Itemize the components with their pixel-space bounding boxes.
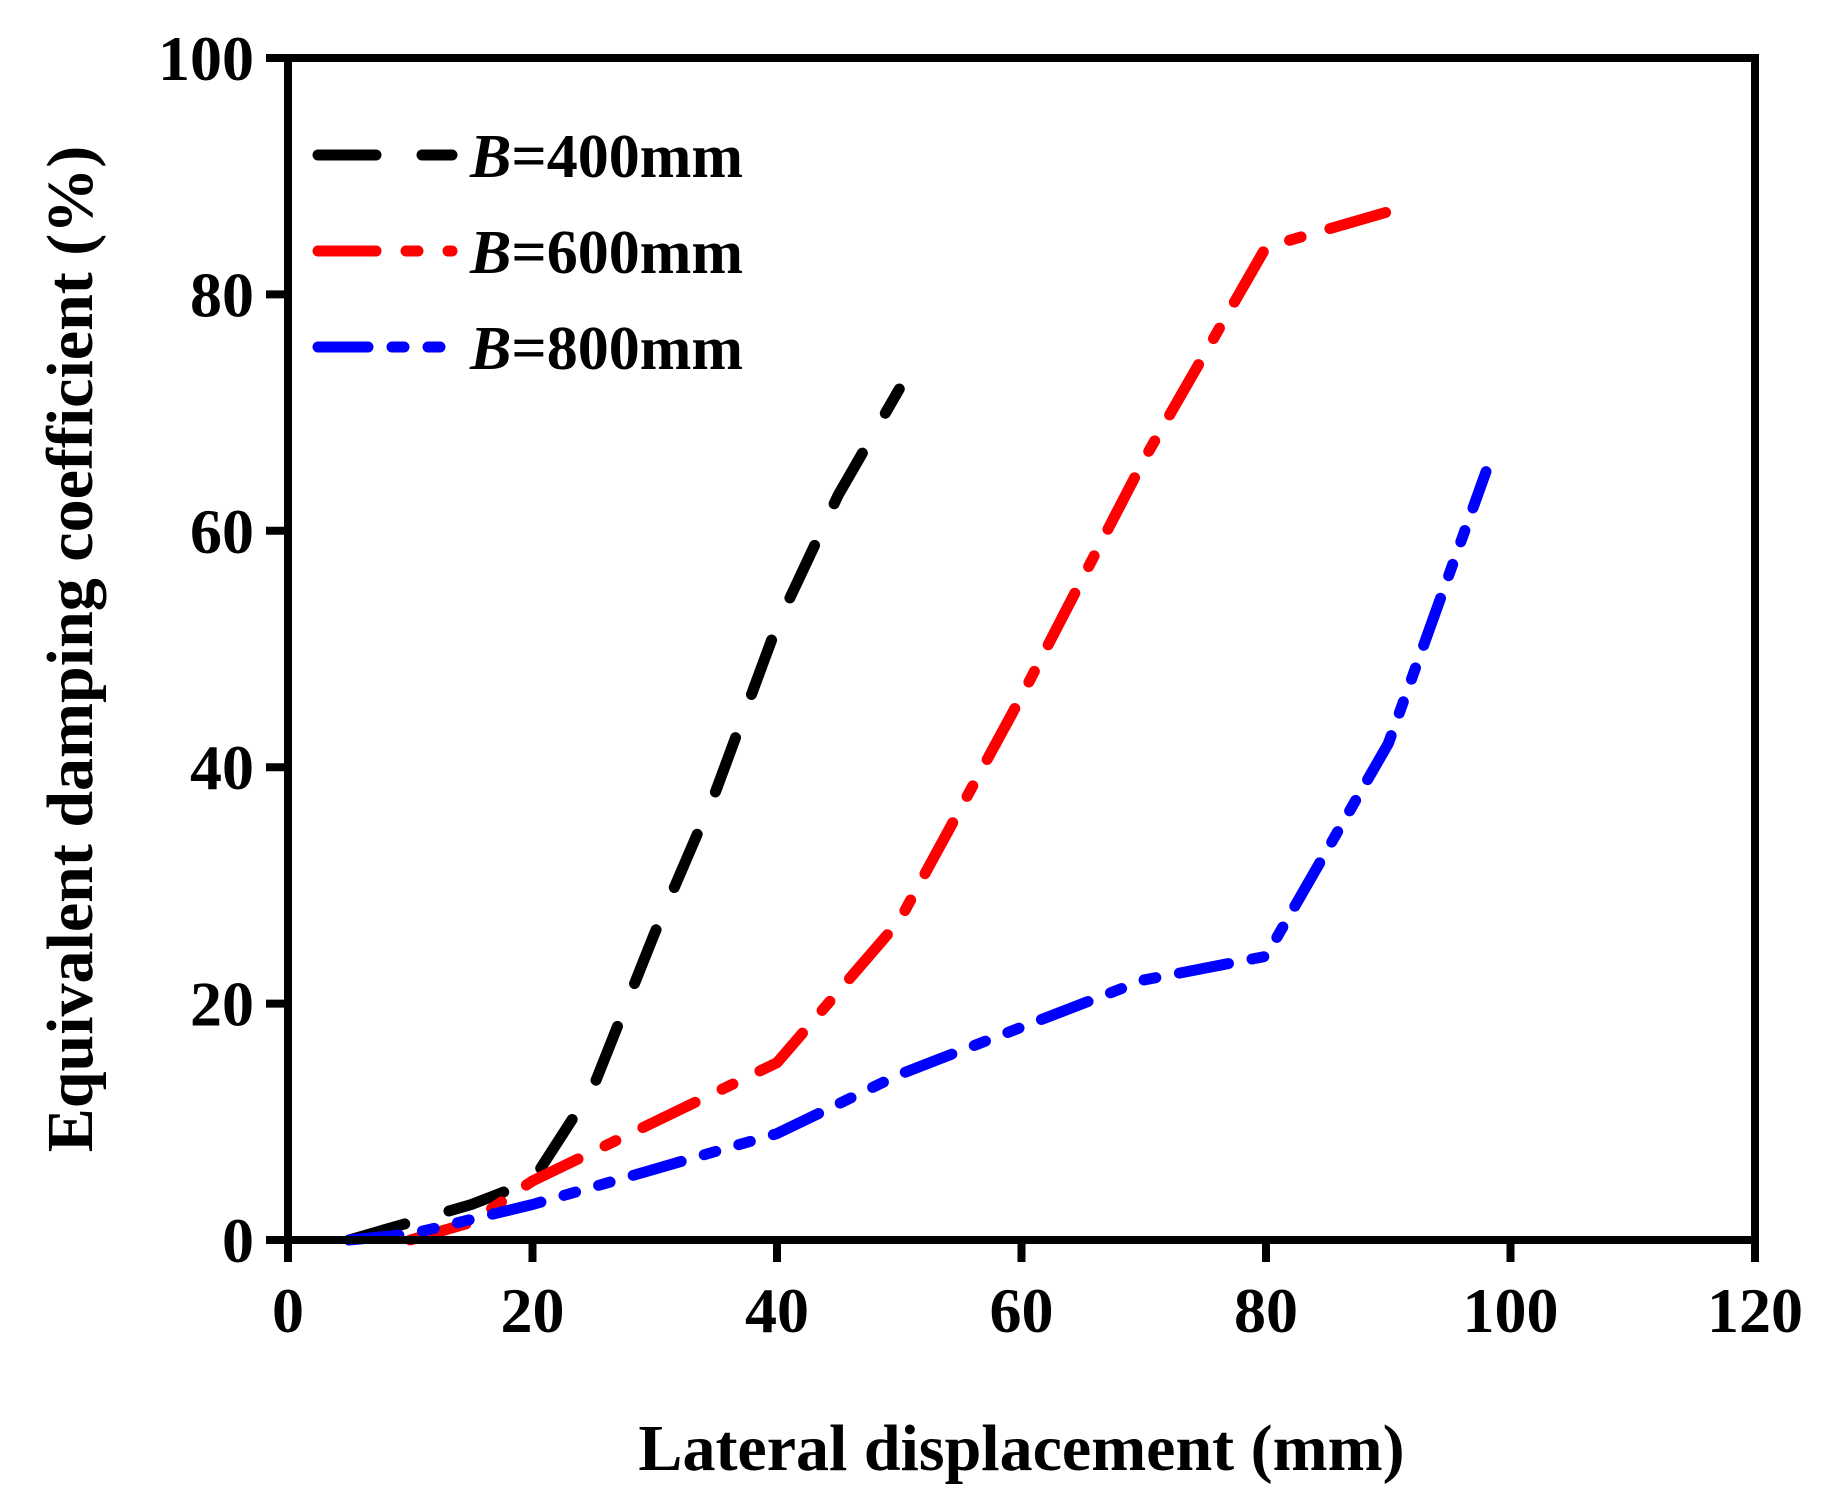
- x-tick-label: 60: [990, 1275, 1054, 1346]
- series-layer: [343, 206, 1492, 1246]
- series-line-3: [343, 466, 1492, 1246]
- y-axis-title: Equivalent damping coefficient (%): [34, 146, 107, 1152]
- y-tick-label: 40: [190, 732, 254, 803]
- x-tick-label: 100: [1463, 1275, 1559, 1346]
- legend-label-3: B=800mm: [469, 315, 743, 383]
- x-tick-label: 20: [501, 1275, 565, 1346]
- x-tick-label: 0: [272, 1275, 304, 1346]
- y-tick-label: 20: [190, 969, 254, 1040]
- axis-ticks: 0 20 40 60 80 100 120 0 20 40 60 80 100: [158, 23, 1803, 1346]
- legend-label-2: B=600mm: [469, 219, 743, 287]
- series-line-1: [343, 383, 905, 1246]
- series-line-2: [404, 206, 1394, 1246]
- y-tick-label: 60: [190, 496, 254, 567]
- legend-label-1: B=400mm: [469, 123, 743, 191]
- y-tick-label: 100: [158, 23, 254, 94]
- x-tick-label: 80: [1234, 1275, 1298, 1346]
- legend: B=400mm B=600mm B=800mm: [312, 123, 743, 383]
- x-tick-label: 120: [1707, 1275, 1803, 1346]
- x-tick-label: 40: [745, 1275, 809, 1346]
- y-tick-label: 80: [190, 259, 254, 330]
- x-axis-title: Lateral displacement (mm): [638, 1412, 1404, 1485]
- y-tick-label: 0: [222, 1205, 254, 1276]
